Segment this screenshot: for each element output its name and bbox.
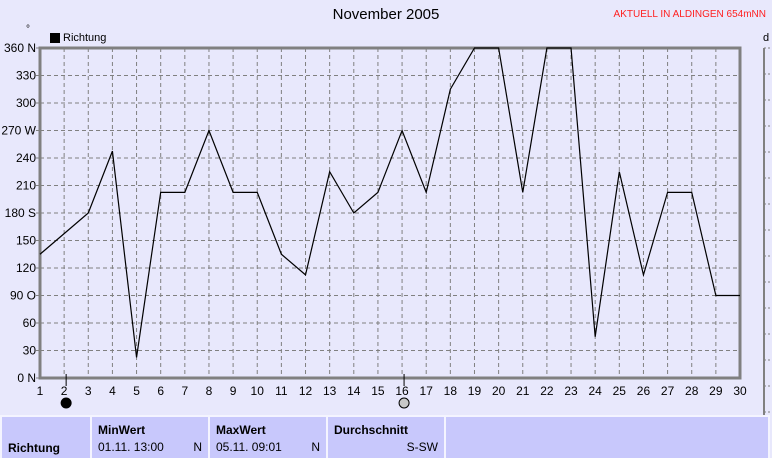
min-value: N — [193, 440, 202, 454]
legend: Richtung — [50, 32, 106, 44]
x-tick-label: 25 — [613, 384, 627, 398]
x-tick-label: 29 — [709, 384, 723, 398]
x-tick-label: 16 — [395, 384, 409, 398]
y-tick-label: 330 — [16, 69, 36, 83]
x-tick-label: 11 — [275, 384, 288, 398]
legend-swatch — [50, 33, 60, 43]
chart-title: November 2005 — [332, 6, 440, 23]
y-tick-label: 150 — [16, 234, 36, 248]
y-tick-label: 360 N — [4, 41, 36, 55]
x-tick-label: 2 — [61, 384, 68, 398]
x-tick-label: 30 — [733, 384, 747, 398]
x-tick-label: 12 — [299, 384, 313, 398]
stats-table: Richtung MinWert 01.11. 13:00 N MaxWert 0… — [0, 415, 770, 458]
y-tick-label: 0 N — [17, 371, 36, 385]
x-tick-label: 15 — [371, 384, 385, 398]
x-tick-label: 1 — [37, 384, 44, 398]
x-tick-label: 20 — [492, 384, 506, 398]
y-tick-label: 210 — [16, 179, 36, 193]
x-tick-label: 8 — [206, 384, 213, 398]
plot-frame — [38, 46, 742, 380]
y-tick-label: 300 — [16, 96, 36, 110]
x-tick-label: 28 — [685, 384, 699, 398]
avg-cell: Durchschnitt S-SW — [326, 415, 446, 458]
x-tick-label: 24 — [588, 384, 602, 398]
x-tick-label: 18 — [444, 384, 458, 398]
avg-label: Durchschnitt — [334, 423, 409, 437]
x-tick-label: 9 — [230, 384, 237, 398]
min-cell: MinWert 01.11. 13:00 N — [90, 415, 210, 458]
y-tick-label: 270 W — [1, 124, 36, 138]
stats-row-label: Richtung — [8, 441, 60, 455]
x-tick-label: 14 — [347, 384, 361, 398]
max-label: MaxWert — [216, 423, 266, 437]
x-tick-label: 4 — [109, 384, 116, 398]
max-cell: MaxWert 05.11. 09:01 N — [208, 415, 328, 458]
y-tick-label: 240 — [16, 151, 36, 165]
y-tick-label: 90 O — [10, 289, 36, 303]
max-date: 05.11. 09:01 — [216, 440, 282, 454]
new-moon-icon — [60, 397, 72, 409]
x-tick-label: 13 — [323, 384, 337, 398]
unit-label: ° — [26, 24, 30, 35]
x-tick-label: 17 — [420, 384, 434, 398]
right-axis-label: d — [763, 32, 770, 44]
y-tick-label: 30 — [23, 344, 37, 358]
series-line-richtung — [39, 47, 740, 358]
x-tick-label: 23 — [564, 384, 578, 398]
y-tick-label: 60 — [23, 316, 37, 330]
full-moon-icon — [398, 397, 410, 409]
min-date: 01.11. 13:00 — [98, 440, 164, 454]
x-tick-label: 7 — [181, 384, 188, 398]
x-tick-label: 6 — [157, 384, 164, 398]
y-tick-label: 120 — [16, 261, 36, 275]
empty-cell — [444, 415, 770, 458]
legend-label: Richtung — [63, 32, 107, 44]
x-tick-label: 5 — [133, 384, 140, 398]
max-value: N — [311, 440, 320, 454]
x-tick-label: 26 — [637, 384, 651, 398]
x-tick-label: 3 — [85, 384, 92, 398]
min-label: MinWert — [98, 423, 146, 437]
x-tick-label: 19 — [468, 384, 482, 398]
x-tick-label: 22 — [540, 384, 554, 398]
avg-value: S-SW — [406, 440, 438, 454]
location-note: AKTUELL IN ALDINGEN 654mNN — [613, 9, 766, 20]
x-tick-label: 21 — [516, 384, 530, 398]
stats-row-label-cell: Richtung — [0, 415, 92, 458]
x-tick-label: 27 — [661, 384, 675, 398]
y-tick-label: 180 S — [5, 206, 36, 220]
x-tick-label: 10 — [251, 384, 265, 398]
